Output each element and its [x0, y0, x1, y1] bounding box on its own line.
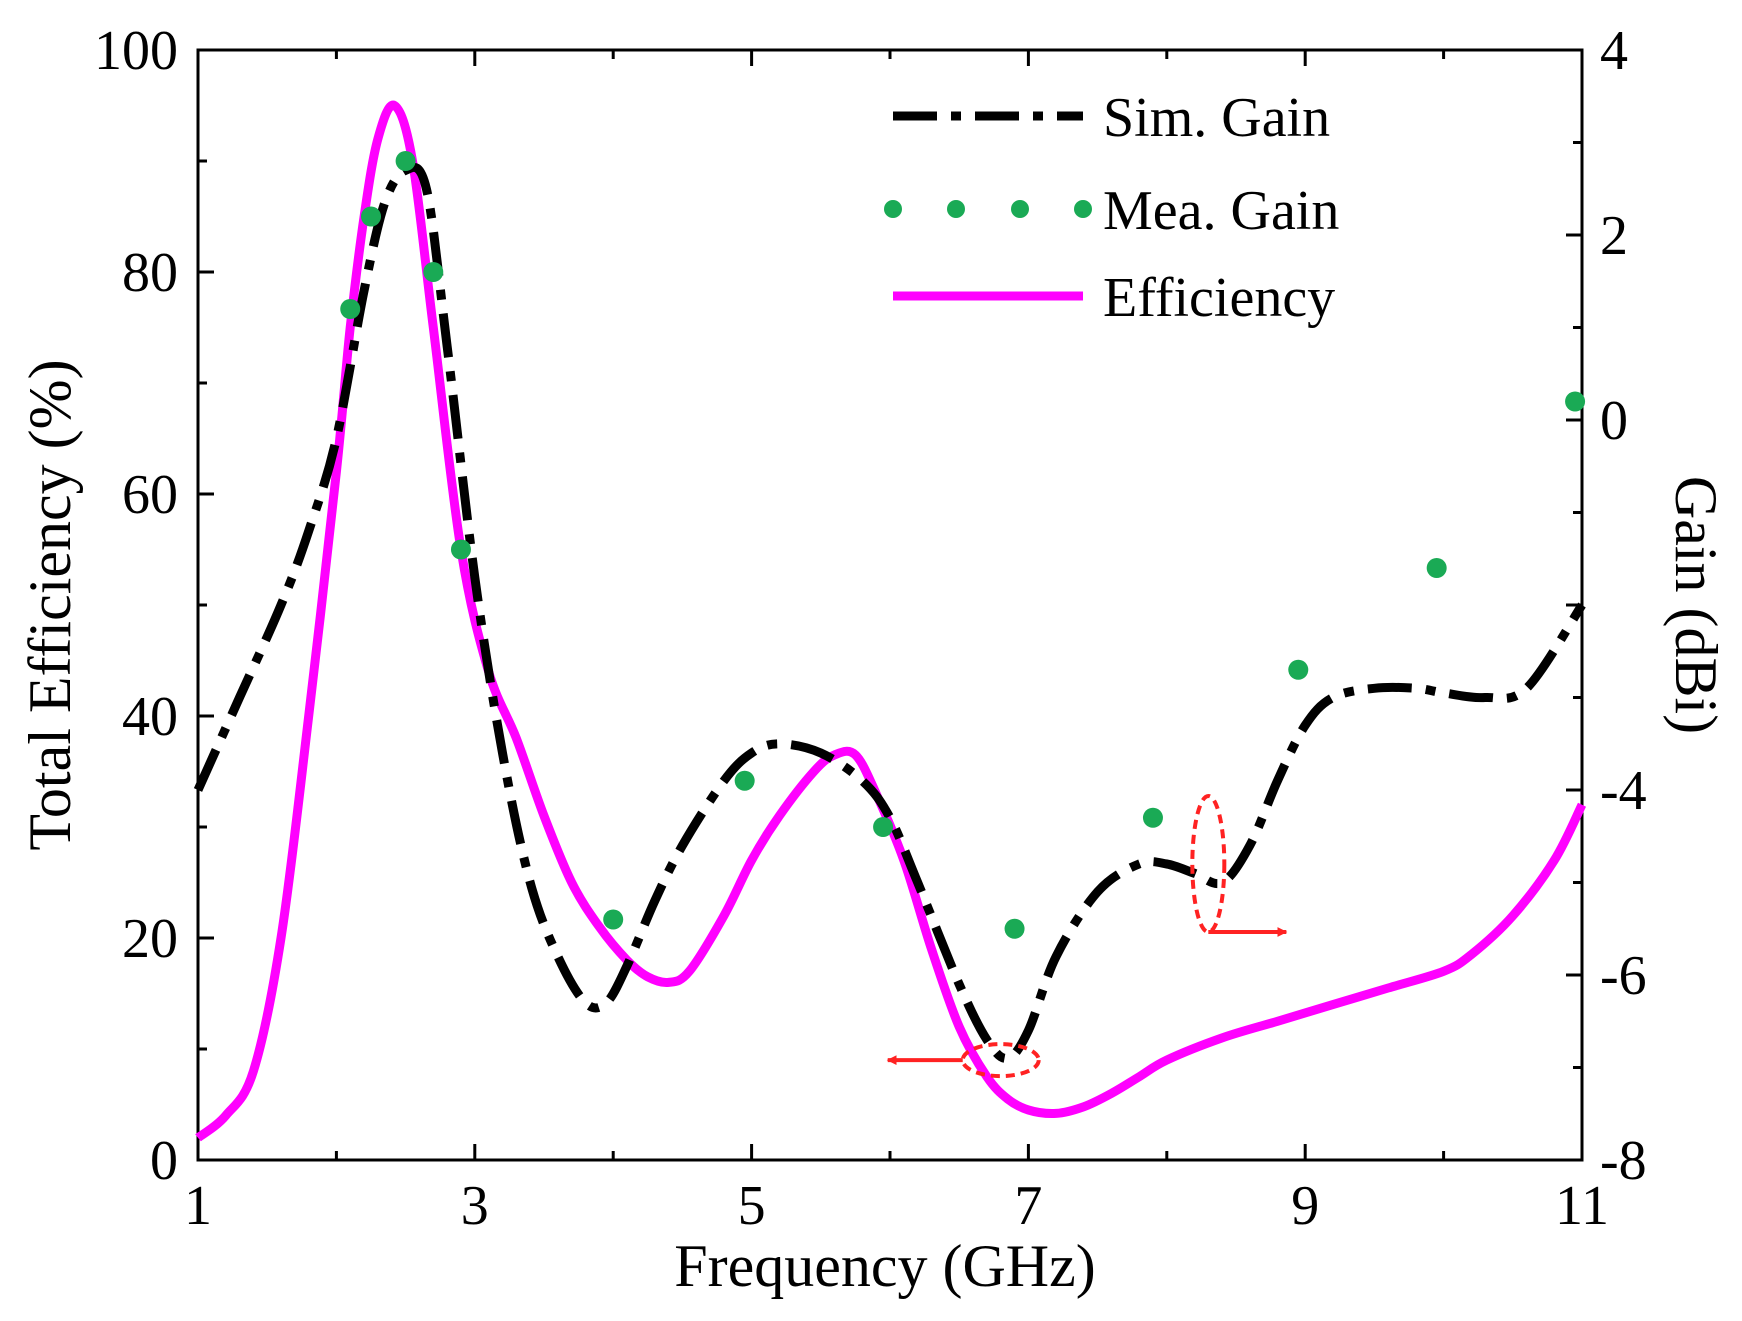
mea-gain-point	[1288, 659, 1309, 680]
mea-gain-point	[423, 262, 444, 282]
y-right-tick-label: -8	[1600, 1130, 1647, 1192]
legend-dot-mea-2	[947, 200, 965, 218]
mea-gain-point	[1004, 918, 1025, 939]
mea-gain-point	[340, 299, 361, 319]
mea-gain-point	[395, 151, 416, 171]
legend-dot-mea-1	[884, 200, 902, 218]
annotations	[886, 794, 1288, 1079]
mea-gain-series	[340, 151, 1586, 939]
x-tick-label: 3	[461, 1175, 489, 1237]
legend-label-sim-gain: Sim. Gain	[1103, 87, 1330, 149]
y-right-tick-label: -4	[1600, 760, 1647, 822]
mea-gain-point	[1565, 391, 1586, 412]
legend-label-mea-gain: Mea. Gain	[1103, 180, 1339, 242]
sim-gain-series	[193, 162, 1586, 1063]
y-right-tick-label: -6	[1600, 945, 1647, 1007]
legend-dot-mea-3	[1011, 200, 1029, 218]
mea-gain-point	[873, 817, 894, 837]
efficiency-annotation-ellipse	[960, 1042, 1041, 1079]
y-left-tick-label: 60	[122, 464, 178, 526]
x-axis-title: Frequency (GHz)	[674, 1233, 1096, 1299]
mea-gain-point	[361, 206, 381, 227]
efficiency-series	[195, 100, 1587, 1142]
mea-gain-point	[1426, 558, 1447, 578]
mea-gain-point	[734, 770, 755, 791]
ticks: 1 3 5 7 9 11 0 20 40 60 80 100 -8 -6 -4 0 2 4	[94, 20, 1647, 1237]
y-left-tick-label: 40	[122, 686, 178, 748]
x-tick-label: 7	[1014, 1175, 1042, 1237]
x-tick-label: 9	[1291, 1175, 1319, 1237]
y-left-tick-label: 0	[150, 1130, 178, 1192]
mea-gain-point	[603, 909, 624, 930]
y-right-tick-label: 0	[1600, 390, 1628, 452]
legend-label-efficiency: Efficiency	[1103, 267, 1335, 329]
y-right-tick-label: 2	[1600, 205, 1628, 267]
y-left-tick-label: 80	[122, 242, 178, 304]
y-right-tick-label: 4	[1600, 20, 1628, 82]
y-left-tick-label: 20	[122, 908, 178, 970]
legend: Sim. Gain Mea. Gain Efficiency	[884, 87, 1339, 329]
mea-gain-point	[1142, 807, 1163, 828]
x-tick-label: 1	[184, 1175, 212, 1237]
sim-gain-annotation-ellipse	[1190, 794, 1227, 934]
sim-gain-line	[193, 162, 1586, 1063]
mea-gain-point	[450, 539, 471, 560]
legend-dot-mea-4	[1074, 200, 1092, 218]
y-left-tick-label: 100	[94, 20, 178, 82]
x-tick-label: 5	[738, 1175, 766, 1237]
y-left-axis-title: Total Efficiency (%)	[17, 359, 83, 850]
y-right-axis-title: Gain (dBi)	[1663, 476, 1729, 734]
x-tick-label: 11	[1555, 1175, 1609, 1237]
efficiency-line	[195, 100, 1587, 1142]
